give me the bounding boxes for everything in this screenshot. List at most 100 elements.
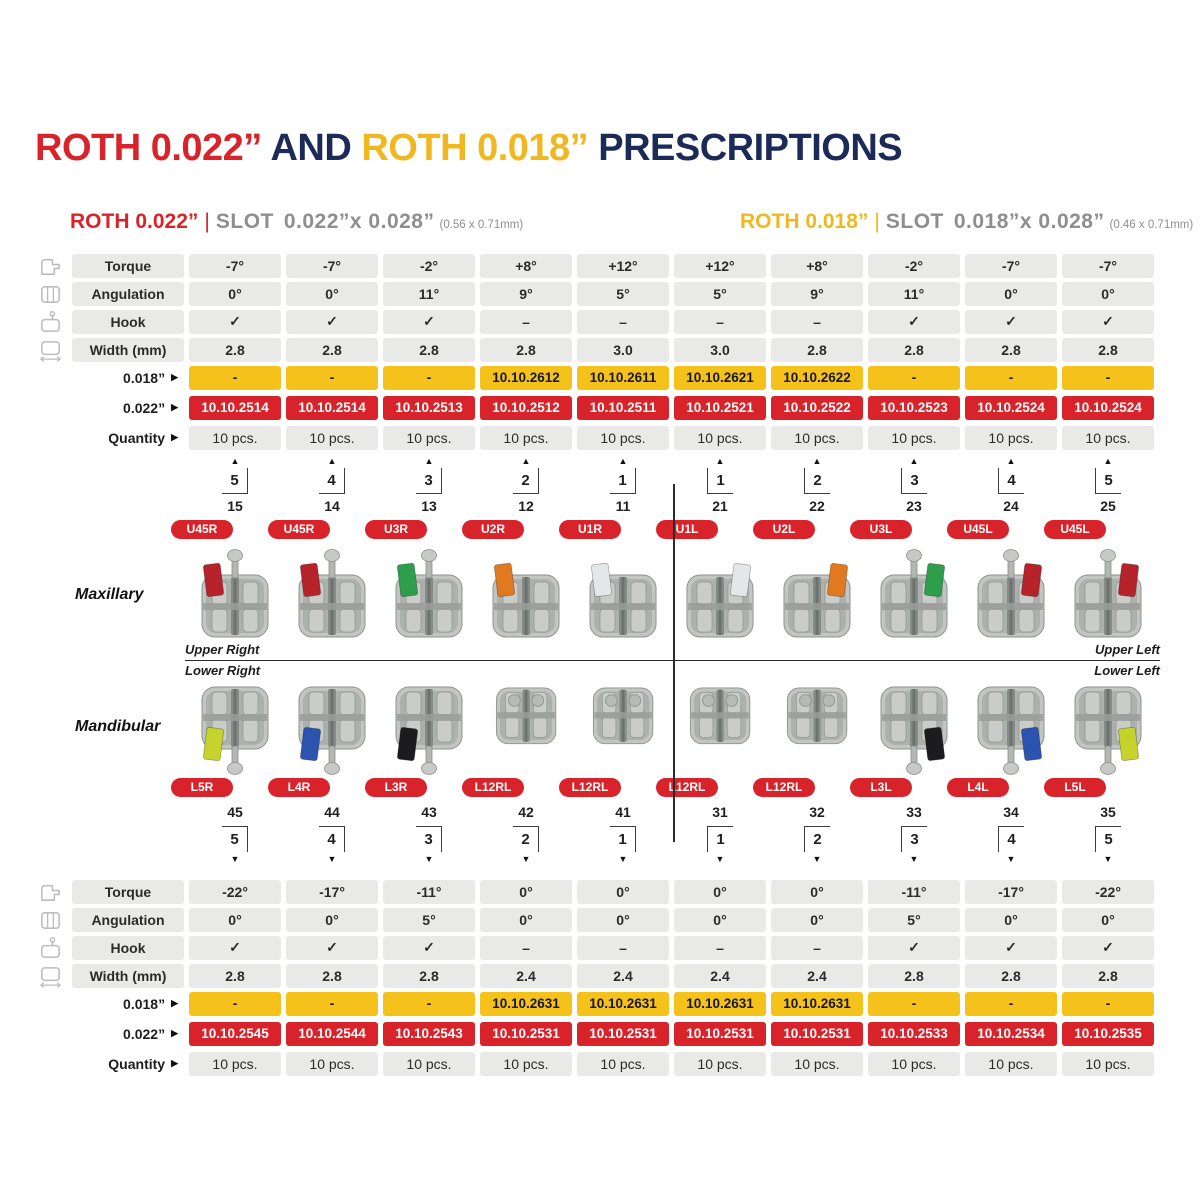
spacer: [0, 520, 34, 544]
bracket-image: [880, 548, 948, 638]
bracket-code-badge: L4R: [268, 777, 330, 797]
spec-value-cell: -22°: [189, 879, 281, 904]
palmer-number: 4: [998, 467, 1024, 494]
product-code-cell: 10.10.2622: [771, 365, 863, 390]
angulation-icon: [33, 282, 67, 307]
bracket-code-badge: L12RL: [559, 777, 621, 797]
triangle-up-icon: ▲: [909, 455, 919, 466]
palmer-number: 1: [707, 467, 733, 494]
maxillary-bracket-row: Maxillary: [33, 546, 1200, 644]
spec-value-cell: 11°: [868, 281, 960, 306]
bracket-image: [977, 548, 1045, 638]
spec-value-cell: 2.4: [674, 963, 766, 988]
bracket-cell: [674, 546, 766, 644]
code-row-label: 0.018” ▶: [33, 366, 184, 390]
spec-value-cell: 0°: [771, 907, 863, 932]
code-row-label: Quantity ▶: [33, 426, 184, 450]
spec-value-cell: –: [771, 309, 863, 334]
product-code-cell: -: [868, 365, 960, 390]
spec-value-cell: 2.8: [1062, 963, 1154, 988]
spec-value-cell: 0°: [965, 907, 1057, 932]
subtitle-roth-018: ROTH 0.018” | SLOT 0.018”x 0.028” (0.46 x 0.…: [740, 210, 1193, 234]
bracket-image: [689, 687, 751, 744]
fdi-number: 22: [809, 497, 825, 514]
bracket-cell: [868, 546, 960, 644]
hook-icon: [33, 310, 67, 335]
triangle-down-icon: ▼: [230, 853, 240, 864]
tooth-number: 33 3 ▼: [868, 804, 960, 866]
product-code-cell: 10 pcs.: [771, 425, 863, 450]
code-row-red: 0.022” ▶ 10.10.2545 10.10.2544 10.10.2543 10.…: [33, 1021, 1200, 1046]
spec-value-cell: 0°: [965, 281, 1057, 306]
spec-value-cell: 3.0: [577, 337, 669, 362]
mandibular-bracket-row: Mandibular: [33, 678, 1200, 776]
palmer-number: 1: [610, 825, 636, 852]
spec-value-cell: -7°: [189, 253, 281, 278]
bracket-image: [1074, 548, 1142, 638]
fdi-number: 23: [906, 497, 922, 514]
title-and: AND: [261, 127, 362, 169]
product-code-cell: -: [286, 991, 378, 1016]
product-code-cell: 10.10.2521: [674, 395, 766, 420]
bracket-code-badge: L4L: [947, 777, 1009, 797]
torque-icon: [40, 258, 60, 275]
spec-row-label: Angulation: [72, 281, 184, 306]
product-code-cell: 10.10.2512: [480, 395, 572, 420]
spec-value-cell: 0°: [189, 281, 281, 306]
hook-icon: [40, 310, 60, 332]
product-code-cell: 10.10.2611: [577, 365, 669, 390]
spec-value-cell: 5°: [868, 907, 960, 932]
product-code-cell: 10.10.2514: [189, 395, 281, 420]
product-code-cell: 10.10.2511: [577, 395, 669, 420]
spec-value-cell: 0°: [286, 281, 378, 306]
spec-row-label: Torque: [72, 253, 184, 278]
spec-value-cell: 9°: [480, 281, 572, 306]
fdi-number: 45: [227, 803, 243, 820]
product-code-cell: 10.10.2631: [674, 991, 766, 1016]
product-code-cell: -: [189, 365, 281, 390]
code-row-label: 0.018” ▶: [33, 992, 184, 1016]
bracket-gallery: ▲ 5 15 ▲ 4 14 ▲ 3 13 ▲ 2 12 ▲ 1 11 ▲ 1 21 ▲ 2 22 ▲ 3 23 ▲ 4 24 ▲ 5 25…: [0, 456, 1200, 866]
product-code-cell: -: [868, 991, 960, 1016]
hook-icon: [33, 936, 67, 961]
fdi-number: 33: [906, 803, 922, 820]
spec-row-label: Hook: [72, 935, 184, 960]
upper-codes-table: 0.018” ▶ - - -10.10.2612 10.10.2611 10.10.2621…: [0, 365, 1200, 450]
bracket-cell: [286, 546, 378, 644]
product-code-cell: 10.10.2535: [1062, 1021, 1154, 1046]
spec-value-cell: 2.8: [965, 337, 1057, 362]
fdi-number: 41: [615, 803, 631, 820]
palmer-number: 2: [513, 825, 539, 852]
triangle-down-icon: ▼: [812, 853, 822, 864]
palmer-number: 4: [998, 825, 1024, 852]
spec-value-cell: -22°: [1062, 879, 1154, 904]
slot-label: SLOT: [215, 209, 274, 233]
spec-value-cell: –: [771, 935, 863, 960]
angulation-icon: [33, 908, 67, 933]
triangle-down-icon: ▼: [715, 853, 725, 864]
tooth-number: ▲ 3 13: [383, 456, 475, 518]
code-row-label-text: 0.022”: [123, 399, 166, 416]
subtitle-divider: |: [204, 209, 210, 233]
angulation-icon: [40, 285, 60, 303]
tooth-number: ▲ 2 12: [480, 456, 572, 518]
code-row-yellow: 0.018” ▶ - - -10.10.2631 10.10.2631 10.10.2631…: [33, 991, 1200, 1016]
product-code-cell: 10.10.2523: [868, 395, 960, 420]
spec-value-cell: -11°: [868, 879, 960, 904]
bracket-code-badge: L5R: [171, 777, 233, 797]
bracket-code-badge: U2L: [753, 519, 815, 539]
fdi-number: 31: [712, 803, 728, 820]
bracket-code-badge: L12RL: [462, 777, 524, 797]
product-code-cell: 10 pcs.: [189, 425, 281, 450]
spec-row-angulation: Angulation 0° 0° 5° 0° 0° 0° 0° 5° 0° 0°: [33, 907, 1200, 933]
triangle-up-icon: ▲: [1006, 455, 1016, 466]
spacer: [0, 778, 34, 802]
upper-spec-table: Torque -7° -7° -2° +8° +12° +12° +8° -2° -7° -7° An…: [0, 253, 1200, 363]
arrow-right-icon: ▶: [171, 402, 178, 413]
triangle-up-icon: ▲: [521, 455, 531, 466]
product-code-cell: 10.10.2531: [577, 1021, 669, 1046]
tooth-number: ▲ 4 14: [286, 456, 378, 518]
bracket-code-badge: L12RL: [656, 777, 718, 797]
spec-value-cell: ✓: [868, 309, 960, 334]
bracket-image: [201, 686, 269, 775]
